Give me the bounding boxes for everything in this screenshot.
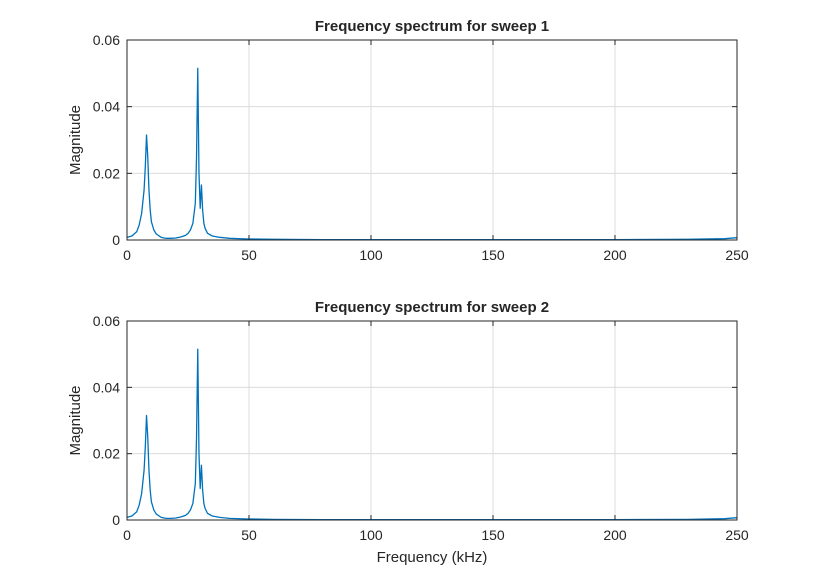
x-tick-label: 150 <box>481 527 505 543</box>
y-tick-label: 0.06 <box>93 313 120 329</box>
x-tick-label: 200 <box>603 527 627 543</box>
y-tick-label: 0.02 <box>93 165 120 181</box>
y-tick-label: 0.04 <box>93 379 120 395</box>
x-tick-label: 0 <box>123 527 131 543</box>
x-tick-label: 200 <box>603 247 627 263</box>
series-line <box>126 348 738 521</box>
y-axis-label: Magnitude <box>67 105 84 175</box>
x-tick-label: 150 <box>481 247 505 263</box>
subplot-1: 0 50 100 150 200 250 0 0.02 0.04 0.06 Frequency sp… <box>67 18 749 263</box>
x-tick-label: 100 <box>359 527 383 543</box>
x-tick-label: 0 <box>123 247 131 263</box>
x-tick-label: 50 <box>241 527 257 543</box>
chart-title: Frequency spectrum for sweep 1 <box>315 18 549 35</box>
x-tick-label: 250 <box>725 247 749 263</box>
x-axis-label: Frequency (kHz) <box>377 549 488 566</box>
plot-area <box>127 40 737 240</box>
y-tick-label: 0.06 <box>93 32 120 48</box>
x-tick-label: 50 <box>241 247 257 263</box>
series-line <box>126 67 738 241</box>
y-tick-label: 0.04 <box>93 99 120 115</box>
subplot-2: 0 50 100 150 200 250 0 0.02 0.04 0.06 Frequency sp… <box>67 299 749 566</box>
y-tick-label: 0 <box>112 512 120 528</box>
chart-title: Frequency spectrum for sweep 2 <box>315 299 549 316</box>
x-tick-label: 100 <box>359 247 383 263</box>
x-tick-label: 250 <box>725 527 749 543</box>
y-tick-label: 0 <box>112 232 120 248</box>
y-axis-label: Magnitude <box>67 385 84 455</box>
axes-box <box>126 320 738 521</box>
y-tick-label: 0.02 <box>93 446 120 462</box>
plot-area <box>127 321 737 520</box>
axes-box <box>126 39 738 241</box>
